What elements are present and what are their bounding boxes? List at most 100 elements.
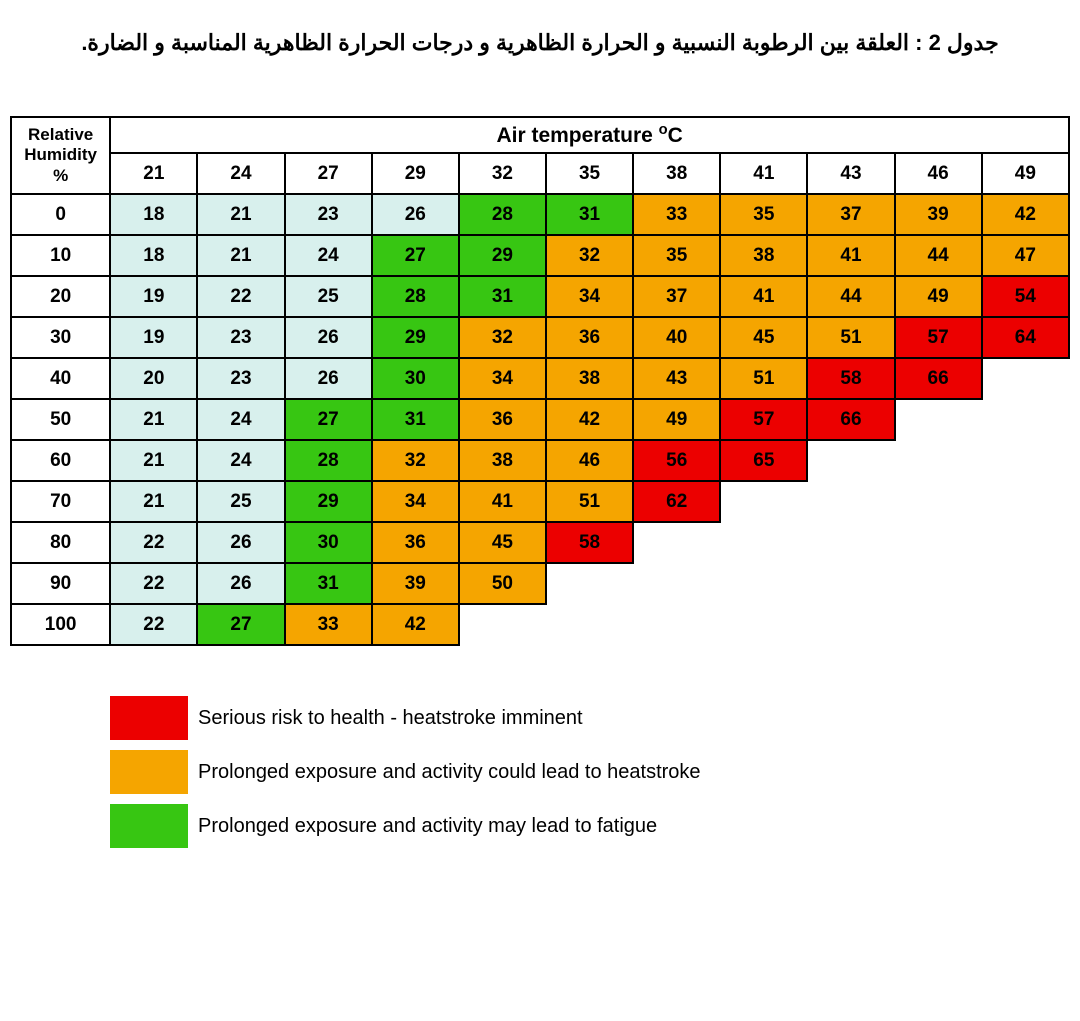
heat-index-cell: 50: [459, 563, 546, 604]
table-row: 7021252934415162: [11, 481, 1069, 522]
heat-index-cell: 27: [285, 399, 372, 440]
heat-index-cell: 37: [807, 194, 894, 235]
empty-cell: [982, 522, 1069, 563]
heat-index-cell: 25: [197, 481, 284, 522]
heat-index-cell: 58: [546, 522, 633, 563]
heat-index-cell: 54: [982, 276, 1069, 317]
humidity-value: 30: [11, 317, 110, 358]
table-row: 4020232630343843515866: [11, 358, 1069, 399]
empty-cell: [807, 481, 894, 522]
heat-index-cell: 29: [372, 317, 459, 358]
heat-index-cell: 66: [807, 399, 894, 440]
heat-index-cell: 26: [285, 317, 372, 358]
heat-index-cell: 62: [633, 481, 720, 522]
heat-index-cell: 32: [546, 235, 633, 276]
heat-index-cell: 23: [197, 317, 284, 358]
temp-col-header: 24: [197, 153, 284, 194]
heat-index-cell: 22: [110, 563, 197, 604]
heat-index-cell: 64: [982, 317, 1069, 358]
heat-index-cell: 39: [372, 563, 459, 604]
empty-cell: [459, 604, 546, 645]
heat-index-cell: 49: [633, 399, 720, 440]
table-row: 101821242729323538414447: [11, 235, 1069, 276]
heat-index-cell: 66: [895, 358, 982, 399]
empty-cell: [720, 604, 807, 645]
humidity-value: 40: [11, 358, 110, 399]
heat-index-cell: 56: [633, 440, 720, 481]
humidity-value: 10: [11, 235, 110, 276]
legend: Serious risk to health - heatstroke immi…: [10, 696, 1070, 848]
table-row: 10022273342: [11, 604, 1069, 645]
heat-index-cell: 31: [459, 276, 546, 317]
heat-index-cell: 41: [807, 235, 894, 276]
heat-index-cell: 46: [546, 440, 633, 481]
heat-index-cell: 24: [197, 440, 284, 481]
empty-cell: [546, 604, 633, 645]
legend-label: Prolonged exposure and activity may lead…: [188, 815, 657, 838]
empty-cell: [633, 604, 720, 645]
empty-cell: [895, 481, 982, 522]
humidity-header: RelativeHumidity%: [11, 117, 110, 194]
heat-index-cell: 38: [459, 440, 546, 481]
heat-index-cell: 51: [807, 317, 894, 358]
empty-cell: [720, 481, 807, 522]
humidity-value: 100: [11, 604, 110, 645]
heat-index-cell: 27: [372, 235, 459, 276]
empty-cell: [982, 563, 1069, 604]
heat-index-cell: 51: [546, 481, 633, 522]
heat-index-cell: 45: [459, 522, 546, 563]
empty-cell: [633, 522, 720, 563]
heat-index-cell: 28: [372, 276, 459, 317]
heat-index-cell: 26: [197, 522, 284, 563]
heat-index-cell: 20: [110, 358, 197, 399]
temp-col-header: 35: [546, 153, 633, 194]
empty-cell: [895, 604, 982, 645]
heat-index-cell: 22: [197, 276, 284, 317]
heat-index-cell: 26: [372, 194, 459, 235]
heat-index-cell: 21: [110, 440, 197, 481]
heat-index-cell: 23: [285, 194, 372, 235]
heat-index-cell: 37: [633, 276, 720, 317]
heat-index-cell: 34: [459, 358, 546, 399]
heat-index-cell: 19: [110, 276, 197, 317]
heat-index-cell: 42: [372, 604, 459, 645]
temp-col-header: 46: [895, 153, 982, 194]
temp-col-header: 29: [372, 153, 459, 194]
legend-row: Prolonged exposure and activity could le…: [110, 750, 1070, 794]
heat-index-cell: 30: [285, 522, 372, 563]
air-temp-header: Air temperature oC: [110, 117, 1069, 153]
temp-col-header: 43: [807, 153, 894, 194]
empty-cell: [807, 563, 894, 604]
humidity-value: 60: [11, 440, 110, 481]
legend-label: Serious risk to health - heatstroke immi…: [188, 707, 583, 730]
heat-index-cell: 22: [110, 522, 197, 563]
temp-col-header: 27: [285, 153, 372, 194]
empty-cell: [633, 563, 720, 604]
heat-index-cell: 21: [110, 481, 197, 522]
temp-col-header: 41: [720, 153, 807, 194]
temp-col-header: 49: [982, 153, 1069, 194]
heat-index-cell: 29: [459, 235, 546, 276]
table-row: 301923262932364045515764: [11, 317, 1069, 358]
heat-index-cell: 33: [633, 194, 720, 235]
legend-label: Prolonged exposure and activity could le…: [188, 761, 701, 784]
heat-index-cell: 44: [807, 276, 894, 317]
empty-cell: [982, 604, 1069, 645]
heat-index-cell: 21: [197, 235, 284, 276]
heat-index-cell: 22: [110, 604, 197, 645]
temp-col-header: 32: [459, 153, 546, 194]
heat-index-cell: 45: [720, 317, 807, 358]
heat-index-cell: 40: [633, 317, 720, 358]
heat-index-cell: 26: [285, 358, 372, 399]
heat-index-cell: 38: [546, 358, 633, 399]
heat-index-cell: 42: [546, 399, 633, 440]
empty-cell: [982, 440, 1069, 481]
temp-col-header: 38: [633, 153, 720, 194]
humidity-value: 50: [11, 399, 110, 440]
table-row: 01821232628313335373942: [11, 194, 1069, 235]
heat-index-cell: 28: [285, 440, 372, 481]
legend-row: Prolonged exposure and activity may lead…: [110, 804, 1070, 848]
legend-swatch: [110, 750, 188, 794]
heat-index-cell: 44: [895, 235, 982, 276]
heat-index-cell: 58: [807, 358, 894, 399]
